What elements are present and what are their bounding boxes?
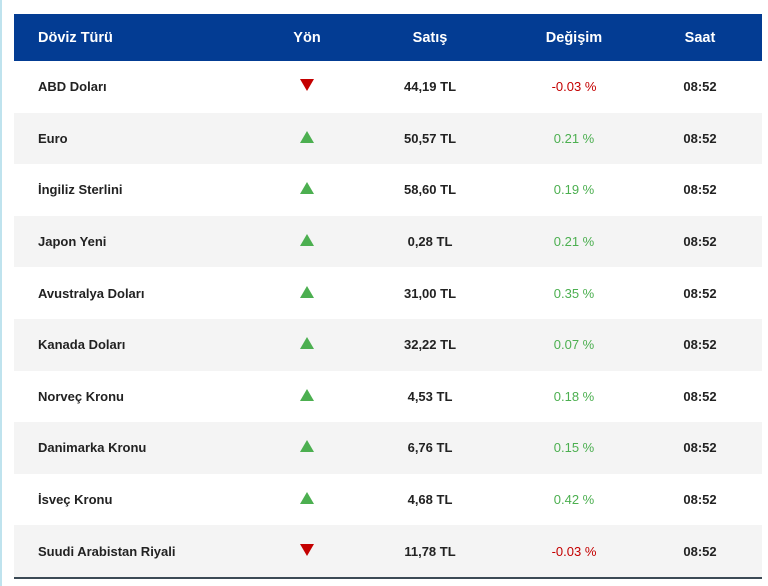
arrow-up-icon [300, 130, 314, 143]
sell-price: 44,19 TL [403, 79, 457, 95]
update-time: 08:52 [683, 79, 717, 95]
arrow-down-icon [300, 79, 314, 92]
arrow-up-icon [300, 337, 314, 350]
left-border [0, 0, 2, 586]
table-header: Döviz Türü Yön Satış Değişim Saat [14, 14, 762, 61]
table-row: Danimarka Kronu 6,76 TL 0.15 % 08:52 [14, 422, 762, 474]
arrow-up-icon [300, 388, 314, 401]
direction-cell [264, 79, 350, 94]
arrow-up-icon [300, 285, 314, 298]
header-direction: Yön [293, 29, 321, 46]
currency-name: Avustralya Doları [38, 285, 145, 301]
arrow-up-icon [300, 492, 314, 505]
currency-table: Döviz Türü Yön Satış Değişim Saat ABD Do… [14, 14, 762, 579]
update-time: 08:52 [683, 130, 717, 146]
currency-name: Kanada Doları [38, 337, 126, 353]
change-percent: 0.42 % [553, 492, 595, 508]
arrow-down-icon [300, 543, 314, 556]
table-bottom-border [14, 576, 762, 579]
table-row: Japon Yeni 0,28 TL 0.21 % 08:52 [14, 215, 762, 268]
currency-name: Euro [38, 130, 68, 146]
change-percent: 0.21 % [553, 234, 595, 250]
change-percent: -0.03 % [551, 543, 597, 559]
sell-price: 32,22 TL [403, 337, 457, 353]
direction-cell [264, 285, 350, 301]
table-row: Norveç Kronu 4,53 TL 0.18 % 08:52 [14, 371, 762, 423]
change-percent: 0.15 % [553, 440, 595, 456]
sell-price: 31,00 TL [403, 285, 457, 301]
update-time: 08:52 [683, 285, 717, 301]
table-row: İngiliz Sterlini 58,60 TL 0.19 % 08:52 [14, 164, 762, 216]
table-row: Kanada Doları 32,22 TL 0.07 % 08:52 [14, 318, 762, 371]
update-time: 08:52 [683, 234, 717, 250]
table-row: ABD Doları 44,19 TL -0.03 % 08:52 [14, 61, 762, 113]
update-time: 08:52 [683, 492, 717, 508]
change-percent: -0.03 % [551, 79, 597, 95]
table-body: ABD Doları 44,19 TL -0.03 % 08:52 Euro 50,57 … [14, 61, 762, 577]
sell-price: 11,78 TL [404, 543, 456, 559]
table-row: Avustralya Doları 31,00 TL 0.35 % 08:52 [14, 267, 762, 319]
arrow-up-icon [300, 440, 314, 453]
currency-name: İngiliz Sterlini [38, 182, 123, 198]
change-percent: 0.21 % [553, 130, 595, 146]
change-percent: 0.19 % [553, 182, 595, 198]
update-time: 08:52 [683, 388, 717, 404]
table-row: Suudi Arabistan Riyali 11,78 TL -0.03 % 08:… [14, 525, 762, 577]
direction-cell [264, 440, 350, 455]
arrow-up-icon [300, 234, 314, 247]
direction-cell [264, 337, 350, 352]
direction-cell [264, 130, 350, 146]
change-percent: 0.35 % [553, 285, 595, 301]
sell-price: 4,53 TL [407, 388, 453, 404]
direction-cell [264, 182, 350, 197]
direction-cell [264, 234, 350, 249]
table-row: Euro 50,57 TL 0.21 % 08:52 [14, 112, 762, 165]
currency-name: ABD Doları [38, 79, 107, 95]
direction-cell [264, 492, 350, 507]
sell-price: 50,57 TL [403, 130, 457, 146]
currency-name: Norveç Kronu [38, 388, 124, 404]
change-percent: 0.18 % [553, 388, 595, 404]
update-time: 08:52 [683, 182, 717, 198]
header-change: Değişim [545, 29, 603, 46]
arrow-up-icon [300, 182, 314, 195]
sell-price: 4,68 TL [407, 492, 453, 508]
update-time: 08:52 [683, 337, 717, 353]
update-time: 08:52 [683, 543, 717, 559]
header-currency: Döviz Türü [38, 29, 113, 46]
sell-price: 0,28 TL [407, 234, 453, 250]
currency-name: İsveç Kronu [38, 492, 113, 508]
header-sell: Satış [412, 29, 448, 46]
table-row: İsveç Kronu 4,68 TL 0.42 % 08:52 [14, 474, 762, 526]
direction-cell [264, 388, 350, 404]
direction-cell [264, 543, 350, 559]
currency-name: Danimarka Kronu [38, 440, 147, 456]
sell-price: 58,60 TL [403, 182, 457, 198]
change-percent: 0.07 % [553, 337, 595, 353]
header-time: Saat [684, 29, 716, 46]
update-time: 08:52 [683, 440, 717, 456]
currency-name: Suudi Arabistan Riyali [38, 543, 176, 559]
sell-price: 6,76 TL [407, 440, 453, 456]
currency-name: Japon Yeni [38, 234, 107, 250]
